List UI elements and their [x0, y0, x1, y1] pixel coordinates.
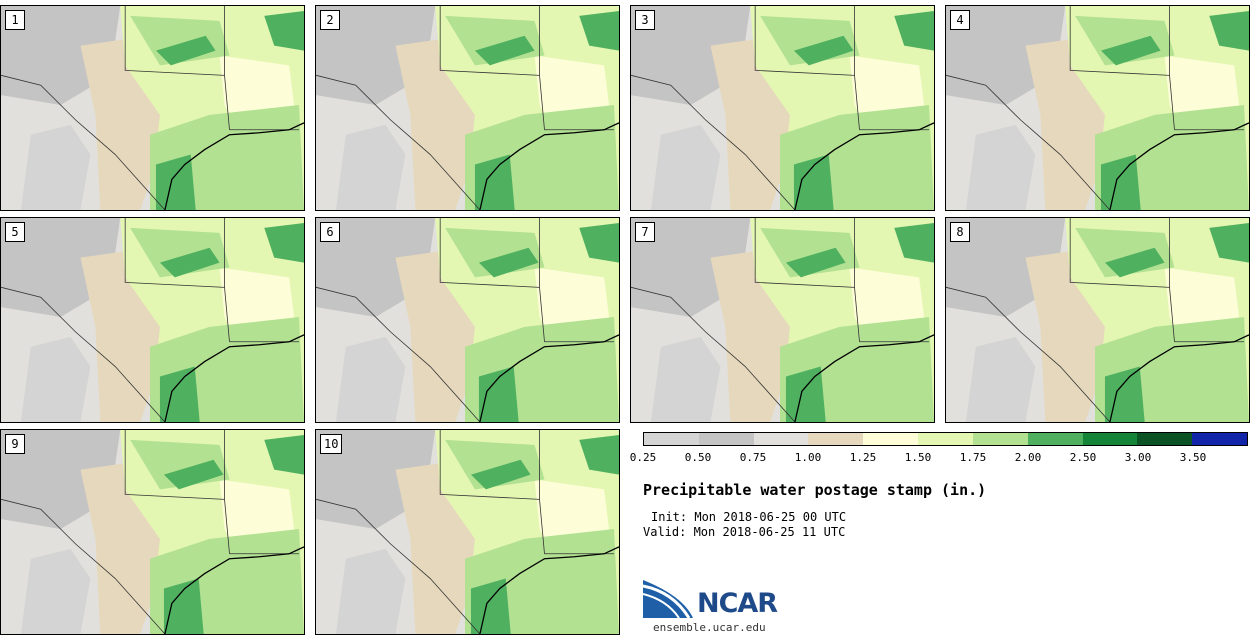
logo-wordmark: NCAR: [697, 588, 778, 619]
colorbar-tick-label: 3.50: [1179, 451, 1207, 464]
stamp-panel[interactable]: 5: [0, 217, 305, 423]
stamp-map: [1, 218, 304, 422]
colorbar-swatch: [1082, 433, 1138, 445]
stamp-panel[interactable]: 1: [0, 5, 305, 211]
stamp-map: [631, 218, 934, 422]
chart-title: Precipitable water postage stamp (in.): [643, 481, 987, 499]
stamp-panel[interactable]: 2: [315, 5, 620, 211]
member-label: 10: [320, 434, 343, 454]
colorbar-tick-label: 1.00: [794, 451, 822, 464]
colorbar-swatch: [1192, 433, 1247, 445]
stamp-panel[interactable]: 8: [945, 217, 1250, 423]
stamp-panel[interactable]: 10: [315, 429, 620, 635]
colorbar-tick-label: 1.25: [849, 451, 877, 464]
member-label: 2: [320, 10, 340, 30]
logo-url: ensemble.ucar.edu: [653, 621, 766, 634]
stamp-panel[interactable]: 9: [0, 429, 305, 635]
colorbar-swatch: [698, 433, 754, 445]
colorbar-tick-label: 3.00: [1124, 451, 1152, 464]
member-label: 9: [5, 434, 25, 454]
colorbar-swatch: [863, 433, 919, 445]
colorbar-swatch: [808, 433, 864, 445]
colorbar-swatch: [972, 433, 1028, 445]
valid-time: Valid: Mon 2018-06-25 11 UTC: [643, 525, 846, 539]
colorbar-swatch: [753, 433, 809, 445]
colorbar-tick-label: 0.75: [739, 451, 767, 464]
member-label: 3: [635, 10, 655, 30]
stamp-map: [631, 6, 934, 210]
stamp-panel[interactable]: 7: [630, 217, 935, 423]
stamp-map: [1, 430, 304, 634]
stamp-map: [1, 6, 304, 210]
stamp-map: [946, 218, 1249, 422]
member-label: 5: [5, 222, 25, 242]
member-label: 4: [950, 10, 970, 30]
stamp-panel[interactable]: 4: [945, 5, 1250, 211]
ncar-logo-icon: [643, 580, 693, 618]
colorbar-tick-label: 1.50: [904, 451, 932, 464]
colorbar-swatch: [1027, 433, 1083, 445]
stamp-map: [946, 6, 1249, 210]
init-time: Init: Mon 2018-06-25 00 UTC: [651, 510, 847, 524]
colorbar-tick-label: 0.50: [684, 451, 712, 464]
colorbar-tick-label: 2.50: [1069, 451, 1097, 464]
colorbar-tick-label: 0.25: [629, 451, 657, 464]
member-label: 7: [635, 222, 655, 242]
colorbar-ticks: 0.25 0.50 0.75 1.00 1.25 1.50 1.75 2.00 2.50 3.00…: [630, 451, 1250, 467]
member-label: 8: [950, 222, 970, 242]
colorbar-swatch: [918, 433, 973, 445]
member-label: 1: [5, 10, 25, 30]
stamp-panel[interactable]: 6: [315, 217, 620, 423]
stamp-panel[interactable]: 3: [630, 5, 935, 211]
stamp-map: [316, 218, 619, 422]
member-label: 6: [320, 222, 340, 242]
colorbar-tick-label: 2.00: [1014, 451, 1042, 464]
colorbar: [643, 432, 1248, 446]
stamp-map: [316, 6, 619, 210]
colorbar-swatch: [1137, 433, 1193, 445]
colorbar-tick-label: 1.75: [959, 451, 987, 464]
stamp-map: [316, 430, 619, 634]
colorbar-swatch: [644, 433, 699, 445]
